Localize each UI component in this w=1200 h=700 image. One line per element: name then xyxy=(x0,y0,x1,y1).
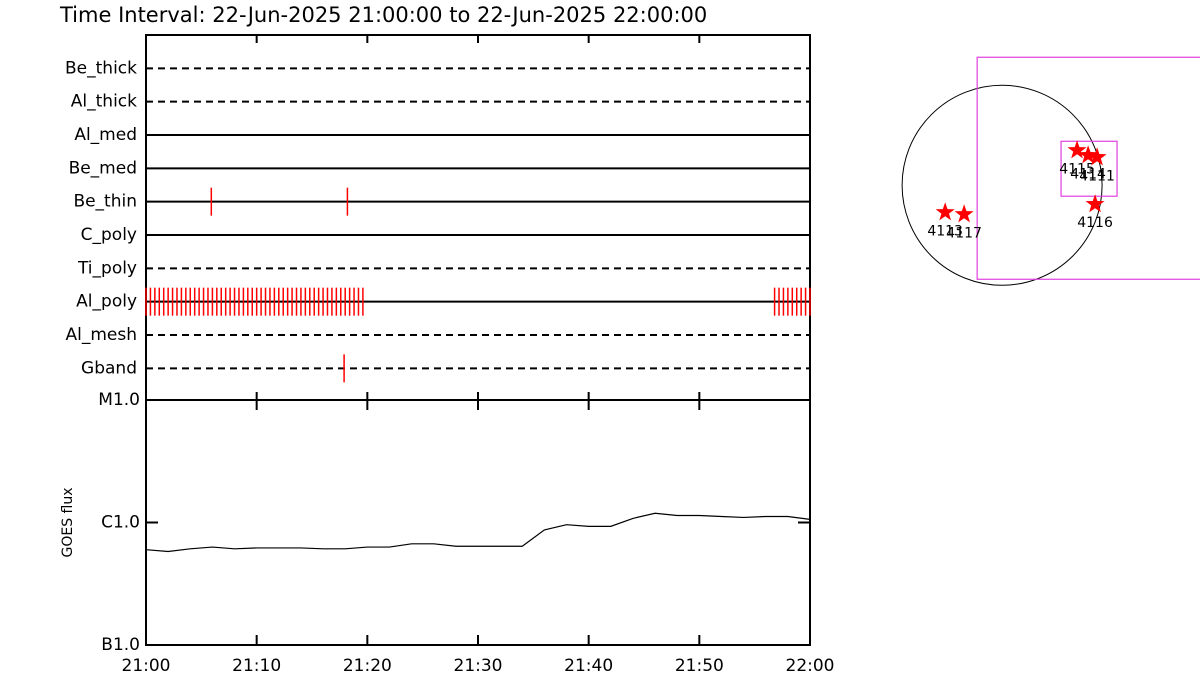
row-label: Al_poly xyxy=(76,292,137,312)
row-label: Al_mesh xyxy=(65,325,137,345)
x-tick-label: 22:00 xyxy=(786,656,835,676)
region-star xyxy=(1085,194,1105,213)
region-label: 4113 xyxy=(927,223,963,239)
chart-title: Time Interval: 22-Jun-2025 21:00:00 to 2… xyxy=(59,3,707,27)
region-label: 4114 xyxy=(1070,166,1106,182)
y-tick-label: C1.0 xyxy=(101,513,140,533)
timeline-frame xyxy=(145,34,811,401)
row-label: Ti_poly xyxy=(77,258,137,278)
x-tick-label: 21:30 xyxy=(454,656,503,676)
row-label: C_poly xyxy=(81,225,137,245)
x-tick-label: 21:40 xyxy=(564,656,613,676)
region-label: 4111 xyxy=(1079,168,1115,184)
region-label: 4117 xyxy=(946,225,982,241)
region-label: 4115 xyxy=(1059,161,1095,177)
solar-disk xyxy=(901,84,1103,286)
y-tick-label: M1.0 xyxy=(98,390,140,410)
y-tick-label: B1.0 xyxy=(101,635,140,655)
region-star xyxy=(935,202,955,221)
x-tick-label: 21:00 xyxy=(122,656,171,676)
flux-line xyxy=(145,512,811,553)
y-axis-label: GOES flux xyxy=(60,487,76,557)
fov-box xyxy=(976,56,1200,280)
region-star xyxy=(1087,147,1107,166)
row-label: Be_med xyxy=(69,158,137,178)
x-tick-label: 21:20 xyxy=(343,656,392,676)
goes-frame xyxy=(145,399,811,646)
row-label: Gband xyxy=(81,358,137,378)
fov-box xyxy=(1060,140,1118,197)
row-label: Al_thick xyxy=(71,92,137,112)
region-star xyxy=(1067,140,1087,159)
x-tick-label: 21:50 xyxy=(675,656,724,676)
x-tick-label: 21:10 xyxy=(232,656,281,676)
region-label: 4116 xyxy=(1077,215,1113,231)
row-label: Al_med xyxy=(74,125,137,145)
region-star xyxy=(954,204,974,223)
row-label: Be_thin xyxy=(73,192,137,212)
row-label: Be_thick xyxy=(65,58,137,78)
